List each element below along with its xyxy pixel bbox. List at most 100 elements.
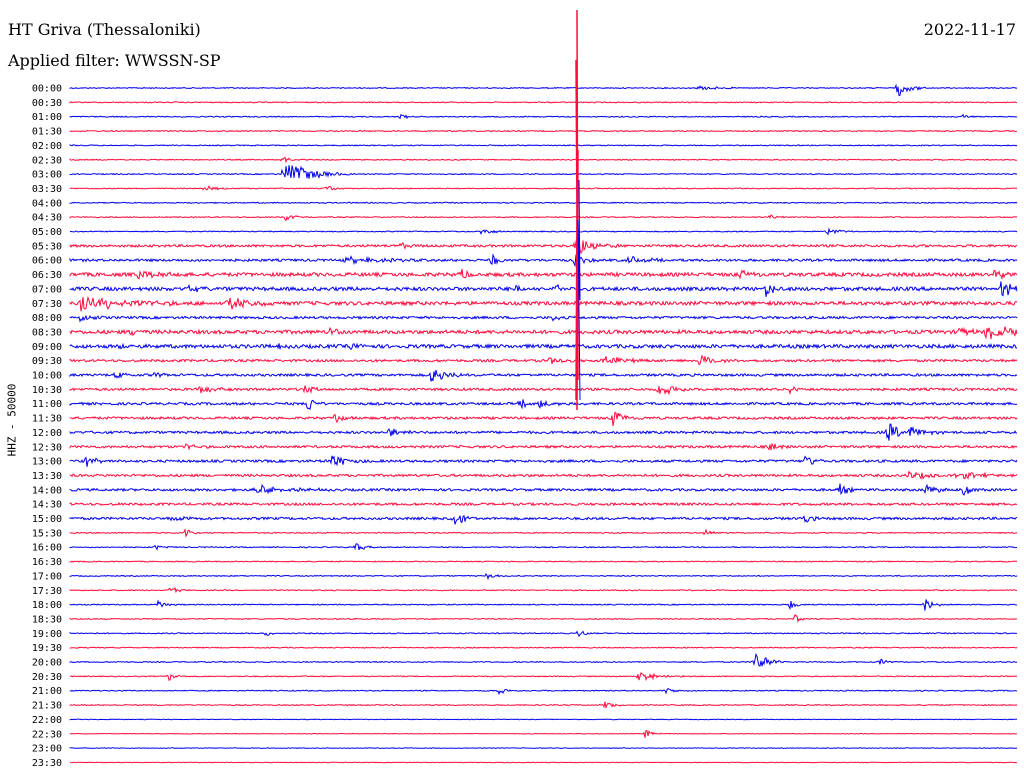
row-label-2330: 23:30 bbox=[32, 758, 62, 769]
trace-0330 bbox=[69, 185, 1018, 191]
row-label-0530: 05:30 bbox=[32, 241, 62, 252]
trace-1900 bbox=[69, 630, 1018, 638]
row-label-0030: 00:30 bbox=[32, 98, 62, 109]
trace-2230 bbox=[69, 729, 1018, 738]
trace-0230 bbox=[69, 156, 1017, 164]
trace-1830 bbox=[69, 614, 1018, 623]
trace-0130 bbox=[69, 129, 1017, 133]
trace-1130 bbox=[69, 411, 1018, 427]
large-event-spike bbox=[575, 9, 579, 411]
trace-1000 bbox=[69, 369, 1018, 382]
row-label-1000: 10:00 bbox=[32, 371, 62, 382]
trace-0730 bbox=[69, 295, 1018, 312]
row-label-2200: 22:00 bbox=[32, 715, 62, 726]
row-label-1630: 16:30 bbox=[32, 557, 62, 568]
row-label-1530: 15:30 bbox=[32, 528, 62, 539]
trace-2330 bbox=[69, 761, 1017, 764]
row-label-0630: 06:30 bbox=[32, 270, 62, 281]
trace-1630 bbox=[69, 560, 1018, 563]
row-label-1830: 18:30 bbox=[32, 614, 62, 625]
trace-1500 bbox=[69, 514, 1018, 525]
row-label-1300: 13:00 bbox=[32, 457, 62, 468]
row-label-2130: 21:30 bbox=[32, 701, 62, 712]
row-label-1730: 17:30 bbox=[32, 586, 62, 597]
trace-1600 bbox=[69, 543, 1017, 551]
trace-0830 bbox=[69, 326, 1018, 340]
trace-1200 bbox=[69, 423, 1017, 441]
trace-0700 bbox=[69, 281, 1018, 297]
row-label-1200: 12:00 bbox=[32, 428, 62, 439]
row-label-0930: 09:30 bbox=[32, 356, 62, 367]
trace-0100 bbox=[69, 113, 1018, 120]
trace-0800 bbox=[69, 314, 1018, 323]
trace-1400 bbox=[69, 483, 1018, 496]
row-label-2300: 23:00 bbox=[32, 744, 62, 755]
trace-2100 bbox=[69, 687, 1018, 696]
trace-2200 bbox=[69, 718, 1018, 721]
trace-0430 bbox=[69, 214, 1018, 222]
trace-1430 bbox=[69, 501, 1018, 507]
row-label-0000: 00:00 bbox=[32, 84, 62, 95]
row-label-0130: 01:30 bbox=[32, 127, 62, 138]
row-label-1900: 19:00 bbox=[32, 629, 62, 640]
row-label-1500: 15:00 bbox=[32, 514, 62, 525]
trace-1030 bbox=[69, 385, 1018, 396]
trace-0300 bbox=[69, 165, 1018, 179]
row-label-0800: 08:00 bbox=[32, 313, 62, 324]
trace-1730 bbox=[69, 586, 1018, 594]
row-label-2230: 22:30 bbox=[32, 729, 62, 740]
row-label-1700: 17:00 bbox=[32, 571, 62, 582]
row-label-0300: 03:00 bbox=[32, 170, 62, 181]
row-label-1930: 19:30 bbox=[32, 643, 62, 654]
row-label-0230: 02:30 bbox=[32, 155, 62, 166]
trace-1230 bbox=[69, 442, 1018, 451]
trace-0400 bbox=[69, 201, 1018, 204]
trace-2300 bbox=[69, 747, 1018, 749]
row-label-0500: 05:00 bbox=[32, 227, 62, 238]
filter-label: Applied filter: WWSSN-SP bbox=[8, 51, 221, 70]
row-label-2030: 20:30 bbox=[32, 672, 62, 683]
trace-0200 bbox=[69, 144, 1018, 147]
row-label-1600: 16:00 bbox=[32, 543, 62, 554]
trace-0930 bbox=[69, 354, 1018, 366]
trace-1300 bbox=[69, 455, 1018, 467]
trace-2130 bbox=[69, 701, 1018, 709]
trace-2000 bbox=[69, 652, 1018, 667]
trace-0600 bbox=[69, 253, 1018, 268]
row-label-1230: 12:30 bbox=[32, 442, 62, 453]
row-label-0400: 04:00 bbox=[32, 198, 62, 209]
row-label-1330: 13:30 bbox=[32, 471, 62, 482]
trace-0000 bbox=[69, 83, 1018, 97]
row-label-2000: 20:00 bbox=[32, 658, 62, 669]
date-label: 2022-11-17 bbox=[923, 20, 1016, 39]
row-label-0900: 09:00 bbox=[32, 342, 62, 353]
row-label-1130: 11:30 bbox=[32, 414, 62, 425]
trace-1800 bbox=[69, 599, 1018, 611]
trace-1330 bbox=[69, 470, 1018, 480]
trace-0500 bbox=[70, 227, 1018, 236]
row-label-0730: 07:30 bbox=[32, 299, 62, 310]
trace-1100 bbox=[69, 399, 1018, 411]
row-label-0100: 01:00 bbox=[32, 112, 62, 123]
row-label-1100: 11:00 bbox=[32, 399, 62, 410]
row-label-1430: 14:30 bbox=[32, 500, 62, 511]
row-label-0830: 08:30 bbox=[32, 327, 62, 338]
row-label-0430: 04:30 bbox=[32, 213, 62, 224]
row-label-0600: 06:00 bbox=[32, 256, 62, 267]
trace-1530 bbox=[69, 528, 1018, 538]
trace-0900 bbox=[69, 342, 1018, 351]
trace-1700 bbox=[69, 572, 1018, 581]
row-label-1800: 18:00 bbox=[32, 600, 62, 611]
station-title: HT Griva (Thessaloniki) bbox=[8, 20, 201, 39]
row-label-0330: 03:30 bbox=[32, 184, 62, 195]
trace-0030 bbox=[69, 101, 1018, 104]
row-label-0700: 07:00 bbox=[32, 284, 62, 295]
trace-0530 bbox=[69, 237, 1018, 255]
large-event-spike-secondary bbox=[577, 179, 581, 401]
trace-1930 bbox=[69, 646, 1018, 649]
row-label-0200: 02:00 bbox=[32, 141, 62, 152]
row-label-2100: 21:00 bbox=[32, 686, 62, 697]
row-label-1030: 10:30 bbox=[32, 385, 62, 396]
trace-0630 bbox=[69, 268, 1018, 280]
